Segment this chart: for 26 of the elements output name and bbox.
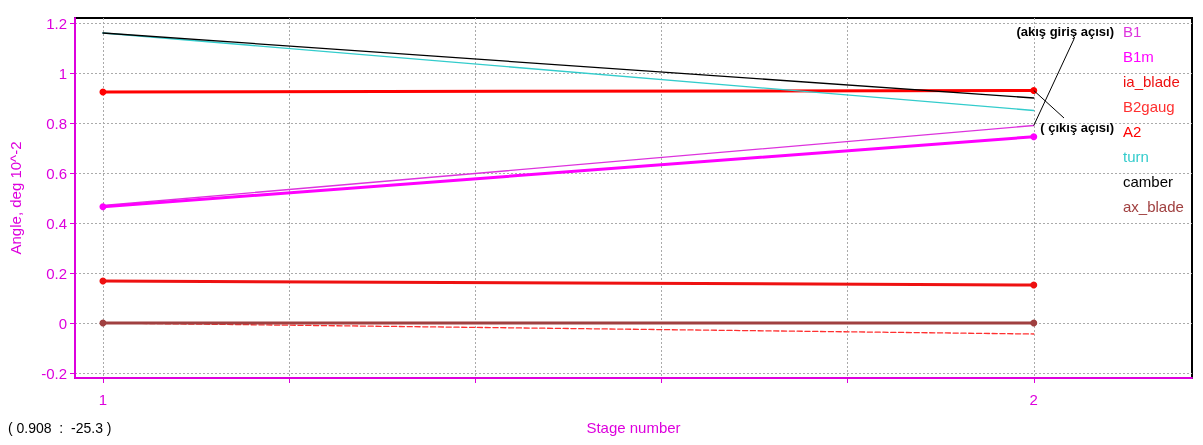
y-tick-label: -0.2 (41, 364, 67, 382)
text: turn (1123, 148, 1149, 165)
text: ( 0.908 : -25.3 ) (8, 420, 112, 436)
annotation: (akış giriş açısı) (1016, 23, 1114, 39)
y-tick-label: 1 (58, 64, 67, 82)
point (1030, 133, 1038, 141)
y-tick-label: 1.2 (46, 14, 67, 32)
x-tick-label: 2 (1029, 391, 1038, 408)
y-tick-label: 0.4 (46, 214, 67, 232)
text: ia_blade (1123, 73, 1180, 90)
point (1030, 319, 1038, 327)
text: A2 (1123, 123, 1142, 140)
point (99, 203, 107, 211)
y-tick-label: 0.6 (46, 164, 67, 182)
text: B1 (1123, 23, 1142, 40)
text: ax_blade (1123, 198, 1184, 215)
y-tick-label: 0.2 (46, 264, 67, 282)
text: B1m (1123, 48, 1154, 65)
annotation: ( çıkış açısı) (1040, 119, 1114, 135)
text: B2gaug (1123, 98, 1175, 115)
x-axis-title: Stage number (586, 419, 681, 436)
point (1030, 281, 1038, 289)
y-axis-title: Angle, deg 10^-2 (7, 141, 24, 255)
y-tick-label: 0 (58, 314, 67, 332)
y-tick-label: 0.8 (46, 114, 67, 132)
text: camber (1123, 173, 1174, 190)
